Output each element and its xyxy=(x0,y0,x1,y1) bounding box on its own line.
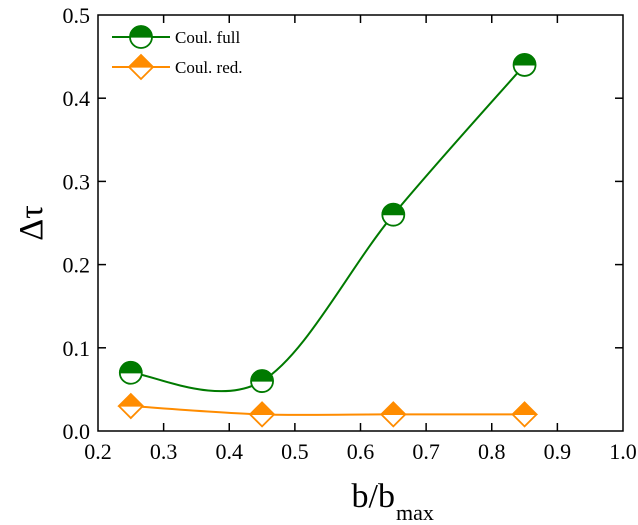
legend: Coul. full Coul. red. xyxy=(112,25,243,81)
x-tick-label: 0.4 xyxy=(216,439,244,464)
data-point xyxy=(379,401,407,428)
y-tick-label: 0.4 xyxy=(63,86,91,111)
y-axis-label: Δτ xyxy=(13,205,50,241)
y-tick-label: 0.5 xyxy=(63,3,91,28)
data-point xyxy=(250,369,274,393)
series-line xyxy=(130,405,525,416)
legend-marker xyxy=(127,53,155,81)
x-tick-label: 0.9 xyxy=(544,439,572,464)
legend-marker xyxy=(129,25,153,49)
legend-label: Coul. full xyxy=(175,28,240,47)
series-curves xyxy=(130,64,526,416)
data-point xyxy=(248,401,276,428)
x-axis-label: b/b xyxy=(352,478,395,515)
plot-frame xyxy=(97,14,624,432)
data-point xyxy=(118,360,143,385)
x-tick-label: 0.3 xyxy=(150,439,178,464)
x-tick-label: 1.0 xyxy=(609,439,637,464)
y-tick-label: 0.3 xyxy=(63,169,91,194)
x-axis-label-subscript: max xyxy=(396,500,434,525)
x-tick-label: 0.2 xyxy=(84,439,112,464)
x-tick-label: 0.5 xyxy=(281,439,309,464)
y-tick-label: 0.0 xyxy=(63,419,91,444)
y-tick-label: 0.2 xyxy=(63,253,91,278)
x-tick-label: 0.8 xyxy=(478,439,506,464)
data-point xyxy=(117,392,145,420)
legend-label: Coul. red. xyxy=(175,58,243,77)
series-markers xyxy=(117,53,539,428)
data-point xyxy=(511,401,539,428)
y-tick-label: 0.1 xyxy=(63,336,91,361)
data-point xyxy=(512,53,537,77)
axis-ticks: 0.2 0.3 0.4 0.5 0.6 0.7 0.8 0.9 1.0 0.0 0.1 0.2 0.3 0… xyxy=(63,3,637,464)
data-point xyxy=(381,202,406,227)
x-tick-label: 0.7 xyxy=(412,439,440,464)
x-tick-label: 0.6 xyxy=(347,439,375,464)
series-line xyxy=(130,64,526,393)
x-axis-label-main: b/b xyxy=(352,478,395,515)
